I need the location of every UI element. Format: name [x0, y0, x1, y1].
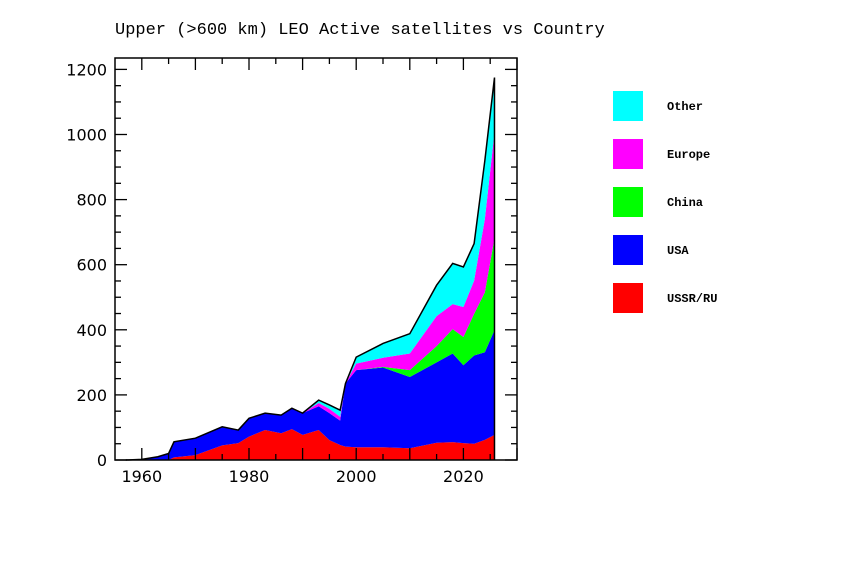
y-tick-label: 400 [76, 321, 107, 340]
plot-areas [125, 77, 496, 461]
chart-title: Upper (>600 km) LEO Active satellites vs… [115, 21, 605, 40]
legend-label: China [667, 196, 703, 210]
legend-label: Other [667, 100, 703, 114]
x-tick-label: 2000 [336, 467, 377, 486]
y-tick-label: 200 [76, 386, 107, 405]
legend-label: Europe [667, 148, 710, 162]
plot-frame [114, 57, 518, 461]
area-usa [125, 330, 495, 460]
legend-swatch [613, 283, 643, 313]
y-tick-label: 800 [76, 191, 107, 210]
axes: 0 200 400 600 800 1000 1200 1960 1980 2000 2020 [66, 57, 518, 486]
x-tick-label: 1980 [229, 467, 270, 486]
legend-label: USA [667, 244, 689, 258]
x-tick-label: 2020 [443, 467, 484, 486]
total-line [125, 77, 496, 461]
legend-swatch [613, 139, 643, 169]
y-tick-label: 0 [97, 451, 107, 470]
legend: Other Europe China USA USSR/RU [613, 91, 717, 313]
area-ussrru [125, 429, 495, 460]
legend-swatch [613, 91, 643, 121]
y-tick-label: 600 [76, 256, 107, 275]
y-tick-label: 1000 [66, 125, 107, 144]
legend-label: USSR/RU [667, 292, 717, 306]
legend-swatch [613, 235, 643, 265]
x-tick-label: 1960 [121, 467, 162, 486]
y-tick-label: 1200 [66, 60, 107, 79]
legend-swatch [613, 187, 643, 217]
